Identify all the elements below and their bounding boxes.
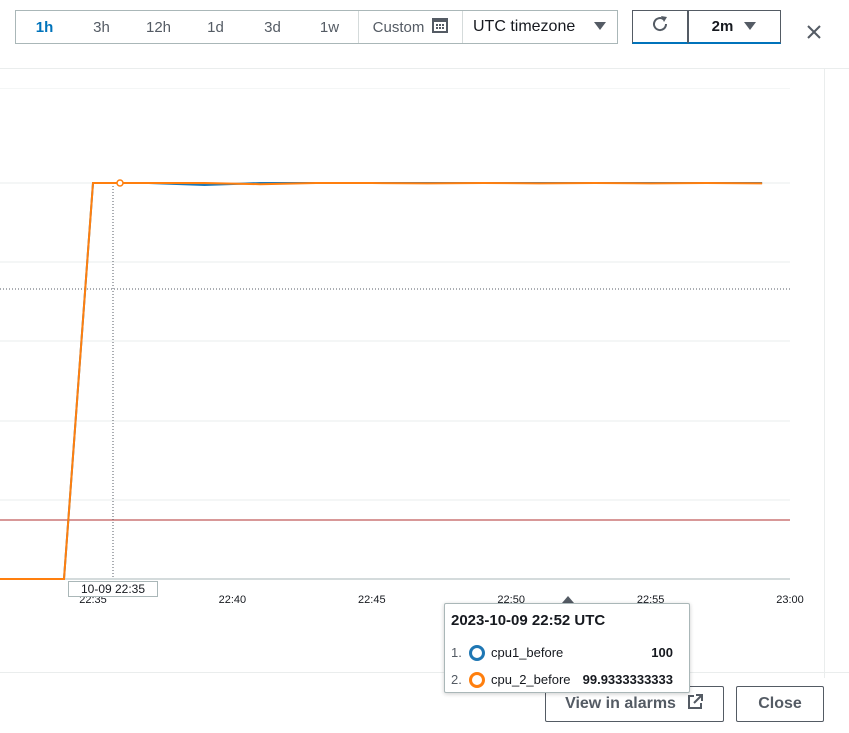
tooltip-row-value: 100 <box>651 645 673 660</box>
tooltip-row-index: 2. <box>451 672 462 687</box>
range-1h-button[interactable]: 1h <box>35 18 54 36</box>
external-link-icon <box>686 693 704 716</box>
close-label: Close <box>758 695 802 712</box>
refresh-button[interactable] <box>632 10 688 44</box>
series-line-cpu_2_before <box>0 181 763 580</box>
view-alarms-label: View in alarms <box>565 695 676 712</box>
refresh-interval-button[interactable]: 2m <box>688 10 781 44</box>
x-tick-label: 23:00 <box>776 594 804 606</box>
tooltip-row: 2. cpu_2_before 99.9333333333 <box>451 666 683 693</box>
metric-chart[interactable]: 22:35 22:40 22:45 22:50 22:55 23:00 <box>0 88 825 618</box>
refresh-icon <box>650 14 670 39</box>
range-12h-button[interactable]: 12h <box>145 18 172 36</box>
tooltip-row-name: cpu_2_before <box>491 672 571 687</box>
footer-divider <box>0 672 849 673</box>
caret-down-icon <box>743 18 757 35</box>
timezone-label: UTC timezone <box>473 18 576 35</box>
time-range-group: 1h 3h 12h 1d 3d 1w Custom <box>15 10 618 44</box>
tooltip-title: 2023-10-09 22:52 UTC <box>451 612 606 629</box>
chart-grid <box>0 88 790 580</box>
range-3d-button[interactable]: 3d <box>264 18 281 36</box>
divider <box>358 11 359 43</box>
tooltip-row-index: 1. <box>451 645 462 660</box>
series-marker-icon <box>469 671 485 688</box>
close-icon[interactable] <box>802 20 826 44</box>
tooltip-row-name: cpu1_before <box>491 645 564 660</box>
chart-series <box>0 179 763 580</box>
hover-time-label: 10-09 22:35 <box>68 581 158 597</box>
x-axis-ticks: 22:35 22:40 22:45 22:50 22:55 23:00 <box>79 594 804 606</box>
series-marker-icon <box>469 644 485 661</box>
tooltip-arrow <box>562 596 574 603</box>
hover-point-marker <box>116 179 124 187</box>
x-tick-label: 22:45 <box>358 594 386 606</box>
range-1w-button[interactable]: 1w <box>319 18 340 36</box>
toolbar: 1h 3h 12h 1d 3d 1w Custom <box>0 0 849 69</box>
custom-label: Custom <box>372 18 425 36</box>
caret-down-icon <box>593 18 607 36</box>
divider <box>462 11 463 43</box>
close-button[interactable]: Close <box>736 686 824 722</box>
calendar-icon <box>432 17 449 37</box>
chart-tooltip: 2023-10-09 22:52 UTC 1. cpu1_before 100 … <box>444 603 690 693</box>
x-tick-label: 22:35 <box>79 594 107 606</box>
x-tick-label: 22:40 <box>219 594 247 606</box>
custom-range-button[interactable]: Custom <box>359 11 462 43</box>
tooltip-row-value: 99.9333333333 <box>582 672 673 687</box>
timezone-select[interactable]: UTC timezone <box>463 11 617 43</box>
range-3h-button[interactable]: 3h <box>93 18 110 36</box>
panel-border <box>824 68 825 678</box>
tooltip-row: 1. cpu1_before 100 <box>451 639 683 666</box>
interval-label: 2m <box>711 18 734 35</box>
range-1d-button[interactable]: 1d <box>207 18 224 36</box>
